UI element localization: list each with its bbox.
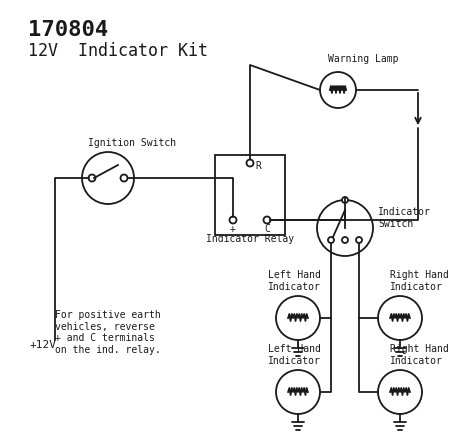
Text: Left Hand
Indicator: Left Hand Indicator: [268, 271, 321, 292]
Text: Indicator Relay: Indicator Relay: [206, 234, 294, 244]
Text: Indicator
Switch: Indicator Switch: [378, 207, 431, 229]
Text: Left Hand
Indicator: Left Hand Indicator: [268, 344, 321, 366]
Text: Right Hand
Indicator: Right Hand Indicator: [390, 271, 449, 292]
Text: Ignition Switch: Ignition Switch: [88, 138, 176, 148]
Circle shape: [328, 237, 334, 243]
Text: R: R: [255, 161, 261, 171]
Bar: [215, 155, 285, 235]
Text: +: +: [230, 224, 236, 234]
Text: 170804: 170804: [28, 20, 108, 40]
Text: C: C: [264, 224, 270, 234]
Circle shape: [356, 237, 362, 243]
Circle shape: [342, 237, 348, 243]
Text: 12V  Indicator Kit: 12V Indicator Kit: [28, 42, 208, 60]
Text: Warning Lamp: Warning Lamp: [328, 54, 399, 64]
Circle shape: [342, 197, 348, 203]
Circle shape: [246, 159, 254, 166]
Text: +12V: +12V: [30, 340, 57, 350]
Circle shape: [264, 217, 271, 223]
Circle shape: [229, 217, 237, 223]
Circle shape: [120, 174, 128, 182]
Text: For positive earth
vehicles, reverse
+ and C terminals
on the ind. relay.: For positive earth vehicles, reverse + a…: [55, 310, 161, 355]
Circle shape: [89, 174, 95, 182]
Text: Right Hand
Indicator: Right Hand Indicator: [390, 344, 449, 366]
